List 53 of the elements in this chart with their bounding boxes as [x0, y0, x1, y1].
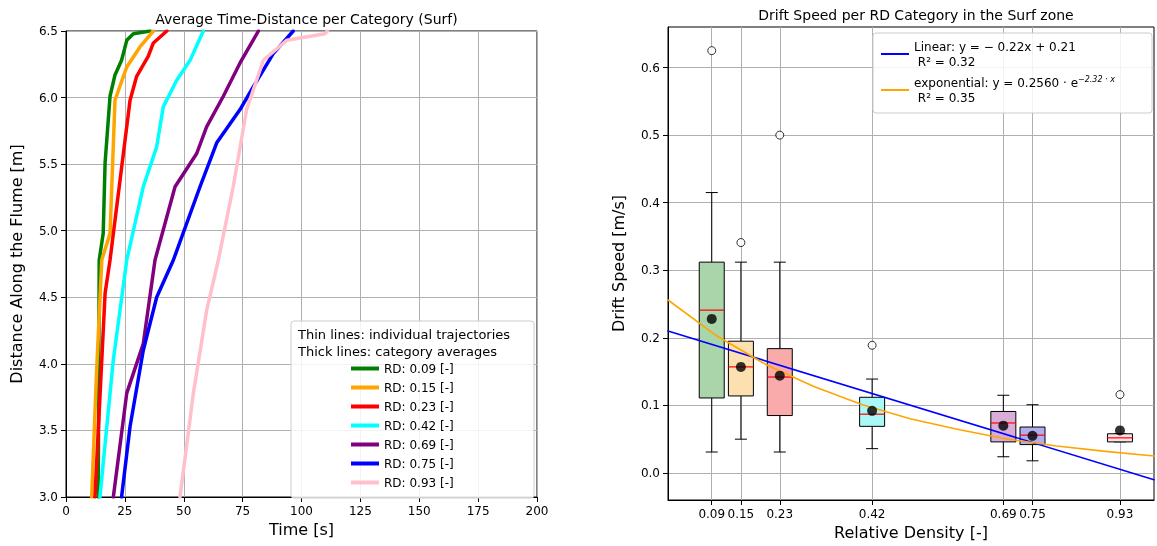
y-tick-label: 0.2: [640, 330, 660, 345]
line-series: [111, 29, 261, 499]
chart-title: Drift Speed per RD Category in the Surf zone: [758, 7, 1074, 23]
x-tick-label: 25: [117, 504, 133, 518]
x-tick-label: 100: [290, 504, 313, 518]
y-tick-label: 0.6: [640, 60, 660, 75]
y-tick-label: 3.5: [38, 423, 58, 438]
y-tick-label: 5.0: [38, 223, 58, 238]
y-tick-label: 6.5: [38, 24, 58, 38]
x-tick-label: 0: [62, 504, 70, 518]
line-series: [178, 29, 330, 499]
x-tick-label: 150: [407, 504, 431, 518]
legend-label: Linear: y = − 0.22x + 0.21 R² = 0.32: [914, 39, 1076, 69]
y-tick-label: 0.5: [640, 128, 660, 143]
y-tick-label: 0.0: [640, 465, 660, 480]
x-tick-label: 0.23: [766, 507, 794, 521]
x-axis-title: Time [s]: [267, 520, 335, 540]
y-tick-label: 4.0: [38, 356, 58, 371]
x-tick-label: 0.15: [727, 507, 755, 521]
legend-label: RD: 0.23 [-]: [384, 399, 454, 414]
legend-label: RD: 0.75 [-]: [384, 456, 454, 471]
legend-label: RD: 0.93 [-]: [384, 475, 454, 490]
y-tick-label: 0.4: [640, 195, 660, 210]
y-axis-title: Distance Along the Flume [m]: [6, 144, 26, 384]
x-tick-label: 0.09: [698, 507, 726, 521]
x-tick-label: 0.42: [858, 507, 886, 521]
y-axis-title: Drift Speed [m/s]: [608, 194, 628, 333]
line-series: [119, 29, 296, 499]
x-tick-label: 175: [466, 504, 490, 518]
legend-label: RD: 0.42 [-]: [384, 418, 454, 433]
x-tick-label: 0.75: [1019, 507, 1046, 521]
y-tick-label: 0.3: [640, 263, 660, 278]
legend-label: RD: 0.15 [-]: [384, 380, 454, 395]
legend-label: RD: 0.09 [-]: [384, 361, 454, 376]
legend-title: Thin lines: individual trajectories Thick lines: category averages: [297, 327, 511, 359]
x-tick-label: 0.69: [989, 507, 1017, 521]
chart-title: Average Time-Distance per Category (Surf): [155, 11, 458, 27]
line-series: [89, 29, 156, 499]
x-tick-label: 125: [348, 504, 372, 518]
line-series: [667, 299, 1155, 457]
y-tick-label: 0.1: [640, 398, 660, 413]
legend-label: RD: 0.69 [-]: [384, 437, 454, 452]
y-tick-label: 4.5: [38, 290, 58, 305]
y-tick-label: 5.5: [38, 157, 58, 172]
x-tick-label: 75: [234, 504, 251, 518]
x-tick-label: 50: [176, 504, 192, 518]
y-tick-label: 3.0: [38, 490, 58, 504]
x-tick-label: 0.93: [1106, 507, 1134, 521]
y-tick-label: 6.0: [38, 90, 58, 105]
line-series: [93, 29, 169, 499]
x-tick-label: 200: [525, 504, 549, 518]
line-series: [98, 29, 206, 499]
x-axis-title: Relative Density [-]: [834, 523, 988, 543]
